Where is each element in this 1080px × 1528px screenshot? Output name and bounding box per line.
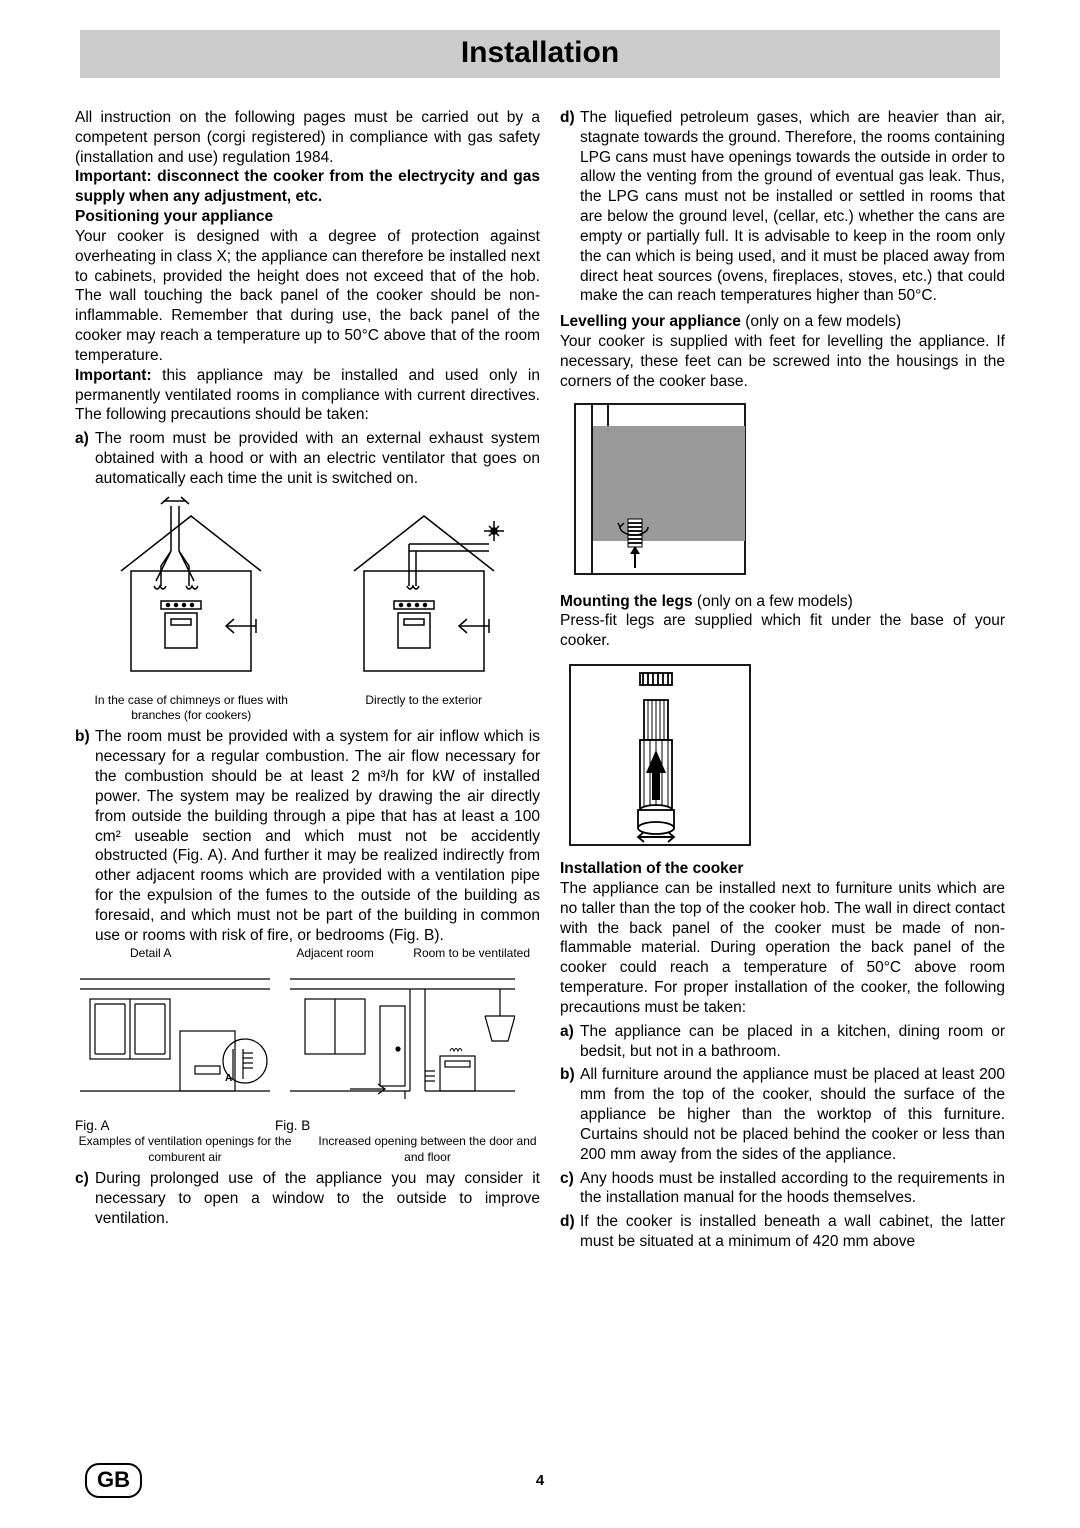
chimney-caption: In the case of chimneys or flues with br… <box>87 693 296 724</box>
detail-a-label: Detail A <box>130 946 267 961</box>
a-body: The room must be provided with an extern… <box>95 429 540 488</box>
ic-label: c) <box>560 1169 580 1209</box>
d-body: The liquefied petroleum gases, which are… <box>580 108 1005 306</box>
item-c: c) During prolonged use of the appliance… <box>75 1169 540 1228</box>
mounting-head-line: Mounting the legs (only on a few models) <box>560 592 1005 612</box>
ia-label: a) <box>560 1022 580 1062</box>
figb-caption: Increased opening between the door and a… <box>295 1134 540 1165</box>
id-label: d) <box>560 1212 580 1252</box>
left-column: All instruction on the following pages m… <box>75 108 540 1252</box>
house-captions: In the case of chimneys or flues with br… <box>75 693 540 724</box>
level-note: (only on a few models) <box>741 313 901 330</box>
ib-label: b) <box>560 1065 580 1164</box>
figa-icon: A <box>75 961 275 1111</box>
c-label: c) <box>75 1169 95 1228</box>
house-exterior-icon <box>334 491 514 691</box>
figb-label: Fig. B <box>275 1117 310 1134</box>
install-d: d) If the cooker is installed beneath a … <box>560 1212 1005 1252</box>
footer: GB 4 <box>0 1463 1080 1498</box>
item-b: b) The room must be provided with a syst… <box>75 727 540 945</box>
mount-body: Press-fit legs are supplied which fit un… <box>560 611 1005 651</box>
svg-text:A: A <box>225 1073 232 1084</box>
id-body: If the cooker is installed beneath a wal… <box>580 1212 1005 1252</box>
important-label: Important: <box>75 367 152 384</box>
install-body: The appliance can be installed next to f… <box>560 879 1005 1018</box>
right-column: d) The liquefied petroleum gases, which … <box>560 108 1005 1252</box>
exterior-caption: Directly to the exterior <box>319 693 528 724</box>
install-head: Installation of the cooker <box>560 859 1005 879</box>
d-label: d) <box>560 108 580 306</box>
item-d: d) The liquefied petroleum gases, which … <box>560 108 1005 306</box>
install-c: c) Any hoods must be installed according… <box>560 1169 1005 1209</box>
c-body: During prolonged use of the appliance yo… <box>95 1169 540 1228</box>
item-a: a) The room must be provided with an ext… <box>75 429 540 488</box>
fig-captions: Examples of ventilation openings for the… <box>75 1134 540 1165</box>
positioning-heading: Positioning your appliance <box>75 207 540 227</box>
mount-head: Mounting the legs <box>560 593 693 610</box>
mounting-illustration <box>560 655 1005 855</box>
important-disconnect: Important: disconnect the cooker from th… <box>75 167 540 207</box>
level-body: Your cooker is supplied with feet for le… <box>560 332 1005 391</box>
install-b: b) All furniture around the appliance mu… <box>560 1065 1005 1164</box>
mount-note: (only on a few models) <box>693 593 853 610</box>
figa-figb: A <box>75 961 540 1111</box>
adjacent-label: Adjacent room <box>267 946 404 961</box>
b-label: b) <box>75 727 95 945</box>
gb-badge: GB <box>85 1463 142 1498</box>
a-label: a) <box>75 429 95 488</box>
levelling-illustration <box>560 396 1005 586</box>
page-title: Installation <box>80 30 1000 78</box>
figa-label: Fig. A <box>75 1117 275 1134</box>
levelling-head-line: Levelling your appliance (only on a few … <box>560 312 1005 332</box>
page-number: 4 <box>536 1472 544 1489</box>
ia-body: The appliance can be placed in a kitchen… <box>580 1022 1005 1062</box>
house-chimney-icon <box>101 491 281 691</box>
level-head: Levelling your appliance <box>560 313 741 330</box>
roomto-label: Room to be ventilated <box>403 946 540 961</box>
b-body: The room must be provided with a system … <box>95 727 540 945</box>
positioning-body: Your cooker is designed with a degree of… <box>75 227 540 366</box>
figb-icon <box>290 961 515 1111</box>
ic-body: Any hoods must be installed according to… <box>580 1169 1005 1209</box>
intro-text: All instruction on the following pages m… <box>75 108 540 167</box>
figa-caption: Examples of ventilation openings for the… <box>75 1134 295 1165</box>
detail-labels: Detail A Adjacent room Room to be ventil… <box>75 946 540 961</box>
house-illustrations <box>75 491 540 691</box>
ib-body: All furniture around the appliance must … <box>580 1065 1005 1164</box>
important-ventilated: Important: this appliance may be install… <box>75 366 540 425</box>
fig-labels: Fig. A Fig. B <box>75 1117 540 1134</box>
install-a: a) The appliance can be placed in a kitc… <box>560 1022 1005 1062</box>
